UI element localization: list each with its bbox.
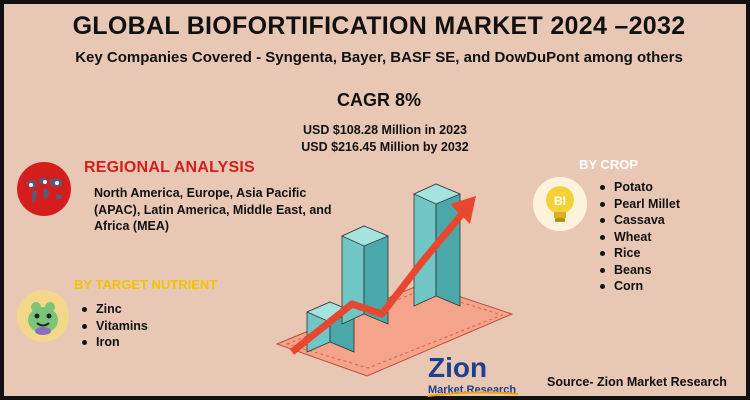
list-item: Zinc — [78, 301, 148, 318]
list-item: Rice — [596, 245, 680, 262]
list-item: Vitamins — [78, 318, 148, 335]
cagr-label: CAGR 8% — [336, 90, 421, 110]
lightbulb-text: BI — [554, 194, 566, 208]
regional-analysis-title: REGIONAL ANALYSIS — [84, 159, 255, 176]
market-value-2023: USD $108.28 Million in 2023 — [303, 123, 467, 137]
growth-chart-illustration — [275, 183, 514, 377]
regional-analysis-text: North America, Europe, Asia Pacific (APA… — [94, 186, 332, 233]
list-item: Potato — [596, 179, 680, 196]
list-item: Iron — [78, 334, 148, 351]
page-subtitle: Key Companies Covered - Syngenta, Bayer,… — [75, 49, 683, 66]
by-target-nutrient-title: BY TARGET NUTRIENT — [74, 277, 218, 292]
world-map-icon — [17, 162, 71, 216]
logo-word-zion: Zion — [428, 352, 487, 383]
list-item: Beans — [596, 262, 680, 279]
market-value-block: USD $108.28 Million in 2023 USD $216.45 … — [4, 122, 750, 156]
growth-arrow — [289, 211, 465, 355]
page-title: GLOBAL BIOFORTIFICATION MARKET 2024 –203… — [72, 12, 686, 40]
zion-market-research-logo: Zion Market.Research — [427, 352, 519, 397]
list-item: Corn — [596, 278, 680, 295]
crop-list: Potato Pearl Millet Cassava Wheat Rice B… — [596, 179, 680, 295]
market-value-2032: USD $216.45 Million by 2032 — [301, 140, 469, 154]
list-item: Wheat — [596, 229, 680, 246]
nutrient-list: Zinc Vitamins Iron — [78, 301, 148, 351]
source-text: Source- Zion Market Research — [547, 375, 727, 389]
nutrient-character-icon — [17, 290, 69, 342]
lightbulb-bi-icon: BI — [533, 177, 587, 231]
arrow-head — [450, 196, 476, 224]
list-item: Pearl Millet — [596, 196, 680, 213]
list-item: Cassava — [596, 212, 680, 229]
by-crop-title: BY CROP — [579, 157, 638, 172]
